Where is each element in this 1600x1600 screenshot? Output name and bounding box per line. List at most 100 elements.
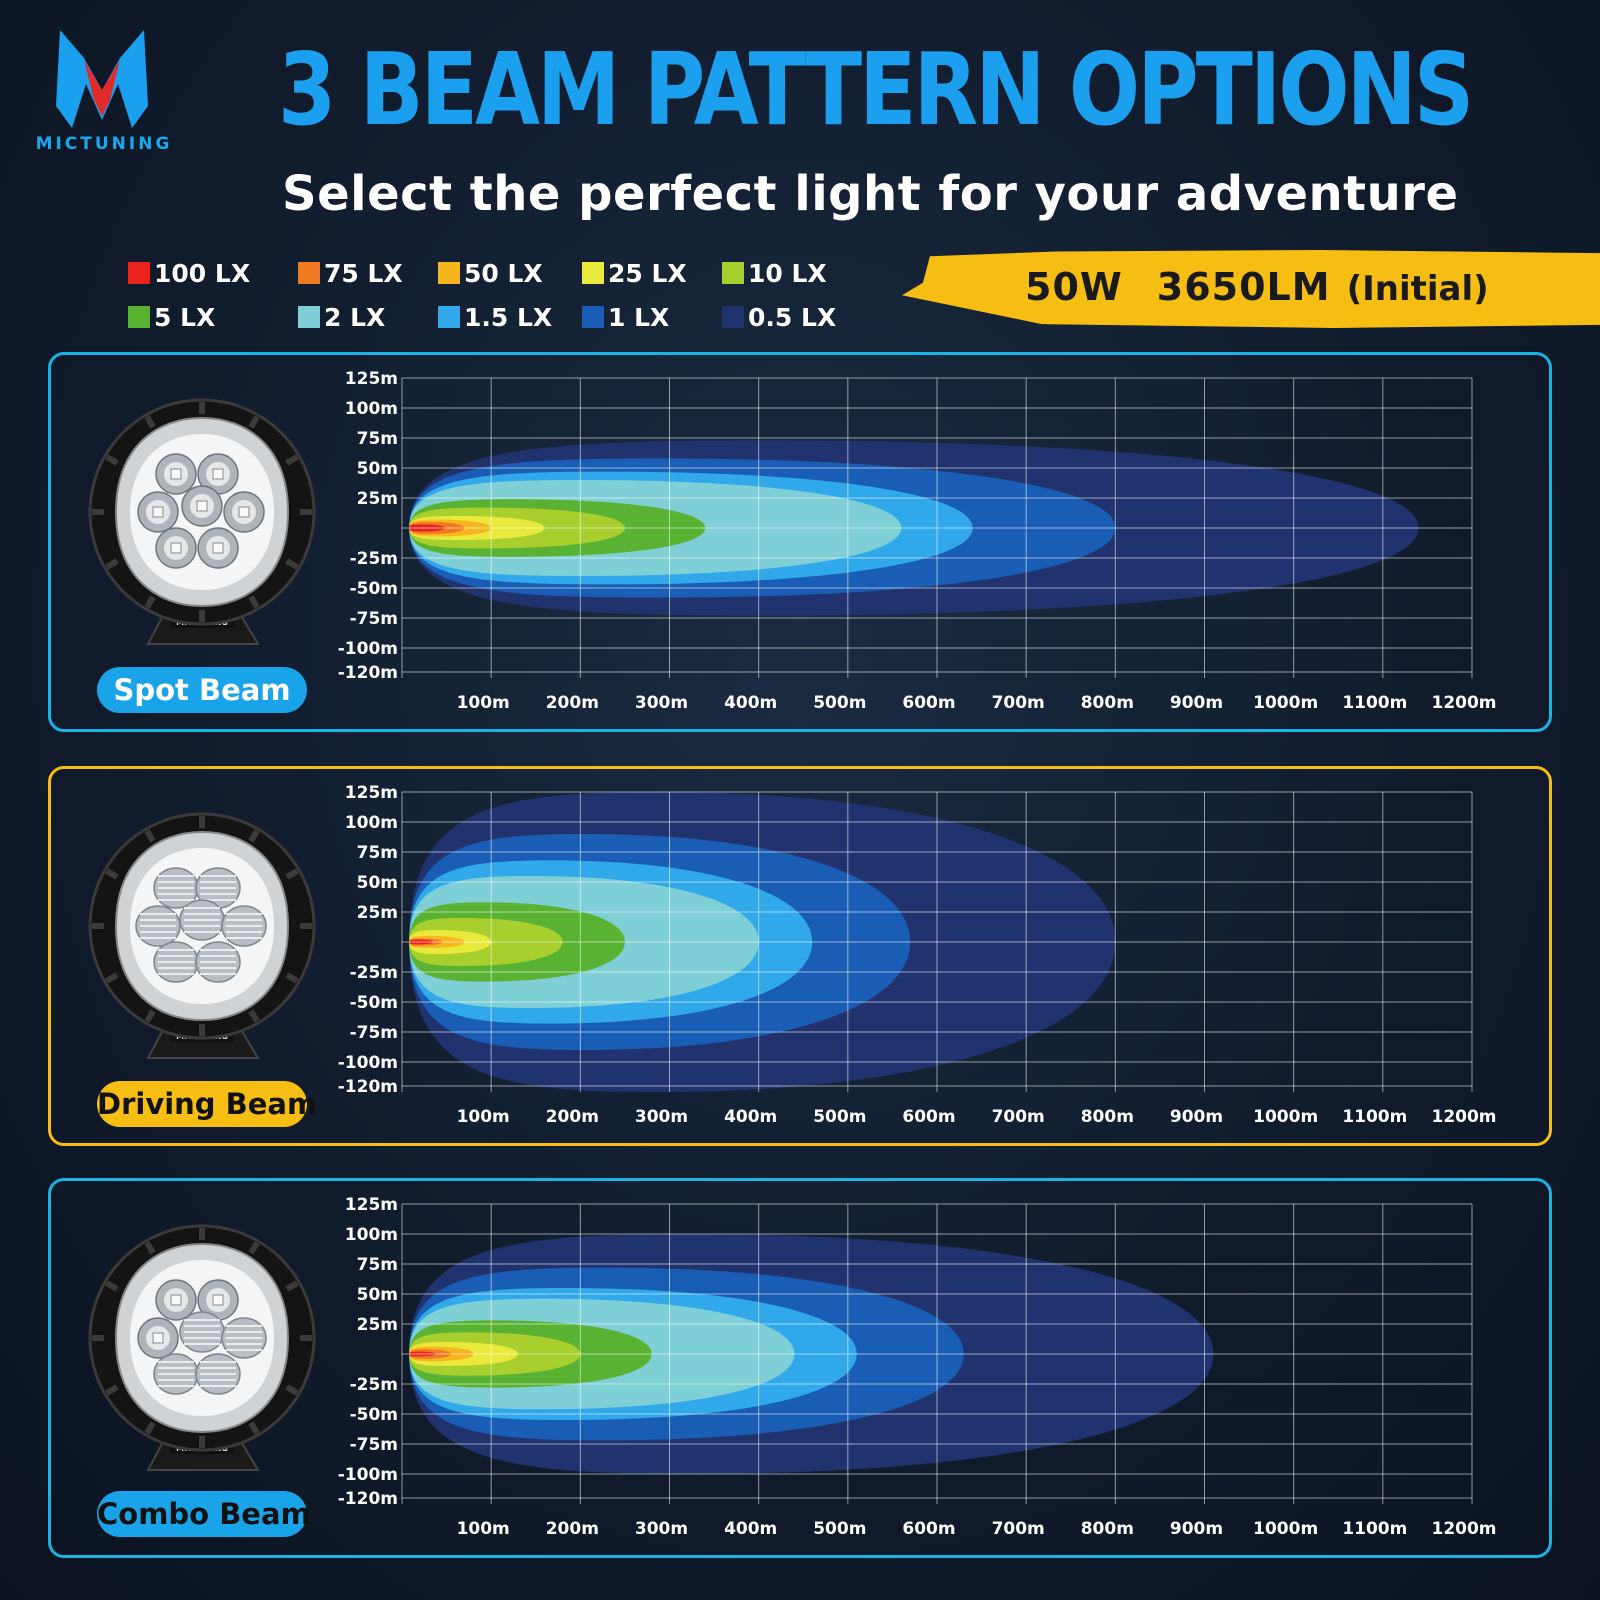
x-tick-label: 500m — [813, 1107, 866, 1127]
legend-label: 75 LX — [324, 258, 403, 288]
combo-beam-label: Combo Beam — [97, 1491, 311, 1537]
driving-beam-label: Driving Beam — [97, 1081, 317, 1127]
x-tick-label: 100m — [457, 693, 510, 713]
y-tick-label: 50m — [357, 1285, 398, 1305]
legend-swatch — [582, 262, 604, 284]
legend-label: 100 LX — [154, 258, 251, 288]
brand-name: MICTUNING — [35, 134, 173, 154]
x-tick-label: 900m — [1170, 1107, 1223, 1127]
legend-item: 50 LX — [438, 258, 543, 288]
x-tick-label: 1200m — [1431, 1519, 1496, 1539]
spot-beam-label: Spot Beam — [97, 667, 307, 713]
x-tick-label: 600m — [902, 1107, 955, 1127]
spec-power: 50W — [1025, 265, 1123, 309]
y-tick-label: -100m — [338, 1465, 398, 1485]
y-tick-label: 125m — [345, 783, 398, 803]
legend-swatch — [298, 262, 320, 284]
x-tick-label: 300m — [635, 693, 688, 713]
y-tick-label: -75m — [350, 609, 398, 629]
legend-item: 10 LX — [722, 258, 827, 288]
x-tick-label: 500m — [813, 693, 866, 713]
x-tick-label: 300m — [635, 1107, 688, 1127]
x-tick-label: 600m — [902, 1519, 955, 1539]
legend-swatch — [128, 262, 150, 284]
mictuning-logo — [56, 30, 148, 128]
y-tick-label: 100m — [345, 813, 398, 833]
x-tick-label: 900m — [1170, 693, 1223, 713]
x-tick-label: 100m — [457, 1519, 510, 1539]
spec-text: 50W 3650LM (Initial) — [1025, 262, 1489, 312]
legend-item: 1.5 LX — [438, 302, 552, 332]
y-tick-label: -25m — [350, 1375, 398, 1395]
legend-swatch — [582, 306, 604, 328]
x-tick-label: 700m — [992, 1519, 1045, 1539]
x-tick-label: 300m — [635, 1519, 688, 1539]
y-tick-label: 100m — [345, 1225, 398, 1245]
y-tick-label: -50m — [350, 579, 398, 599]
legend-label: 25 LX — [608, 258, 687, 288]
y-tick-label: 25m — [357, 489, 398, 509]
y-tick-label: -120m — [338, 663, 398, 683]
lux-legend: 100 LX 75 LX 50 LX 25 LX 10 LX 5 LX 2 LX 1.5 LX… — [128, 258, 888, 338]
x-tick-label: 100m — [457, 1107, 510, 1127]
legend-item: 0.5 LX — [722, 302, 836, 332]
y-tick-label: -50m — [350, 1405, 398, 1425]
x-tick-label: 1100m — [1342, 693, 1407, 713]
driving-lamp-image: MICTUNING — [88, 812, 316, 1059]
y-tick-label: -100m — [338, 1053, 398, 1073]
y-tick-label: -50m — [350, 993, 398, 1013]
legend-swatch — [438, 306, 460, 328]
legend-label: 10 LX — [748, 258, 827, 288]
legend-item: 5 LX — [128, 302, 215, 332]
combo-lamp-image: MICTUNING — [88, 1224, 316, 1471]
page-subtitle: Select the perfect light for your advent… — [282, 166, 1459, 222]
y-tick-label: -25m — [350, 963, 398, 983]
driving-beam-chart: 100m 200m 300m 400m 500m 600m 700m 800m 900m 1000… — [338, 783, 1497, 1127]
legend-item: 100 LX — [128, 258, 250, 288]
x-tick-label: 800m — [1081, 693, 1134, 713]
legend-label: 50 LX — [464, 258, 543, 288]
spec-note: (Initial) — [1346, 269, 1489, 309]
x-tick-label: 1100m — [1342, 1519, 1407, 1539]
x-tick-label: 500m — [813, 1519, 866, 1539]
page-title: 3 BEAM PATTERN OPTIONS — [278, 31, 1474, 148]
legend-label: 2 LX — [324, 302, 386, 332]
x-tick-label: 1100m — [1342, 1107, 1407, 1127]
y-tick-label: 75m — [357, 429, 398, 449]
legend-swatch — [722, 262, 744, 284]
x-tick-label: 200m — [546, 1519, 599, 1539]
x-tick-label: 200m — [546, 1107, 599, 1127]
combo-beam-panel — [48, 1178, 1552, 1558]
x-tick-label: 400m — [724, 1519, 777, 1539]
y-tick-label: 125m — [345, 369, 398, 389]
x-tick-label: 400m — [724, 1107, 777, 1127]
x-tick-label: 1000m — [1253, 693, 1318, 713]
legend-item: 1 LX — [582, 302, 669, 332]
legend-label: 5 LX — [154, 302, 216, 332]
x-tick-label: 1200m — [1431, 693, 1496, 713]
spec-banner — [902, 250, 1600, 328]
y-tick-label: 75m — [357, 843, 398, 863]
y-tick-label: 125m — [345, 1195, 398, 1215]
y-tick-label: -100m — [338, 639, 398, 659]
legend-item: 25 LX — [582, 258, 687, 288]
x-tick-label: 800m — [1081, 1107, 1134, 1127]
y-tick-label: 50m — [357, 459, 398, 479]
x-tick-label: 400m — [724, 693, 777, 713]
y-tick-label: -75m — [350, 1435, 398, 1455]
x-tick-label: 700m — [992, 693, 1045, 713]
y-tick-label: -120m — [338, 1489, 398, 1509]
y-tick-label: -120m — [338, 1077, 398, 1097]
y-tick-label: -25m — [350, 549, 398, 569]
x-tick-label: 1000m — [1253, 1519, 1318, 1539]
spec-lumens: 3650LM — [1156, 265, 1331, 309]
legend-label: 1.5 LX — [464, 302, 553, 332]
x-tick-label: 900m — [1170, 1519, 1223, 1539]
x-tick-label: 600m — [902, 693, 955, 713]
legend-item: 2 LX — [298, 302, 385, 332]
x-tick-label: 1000m — [1253, 1107, 1318, 1127]
y-tick-label: -75m — [350, 1023, 398, 1043]
spot-beam-panel — [48, 352, 1552, 732]
legend-swatch — [128, 306, 150, 328]
legend-swatch — [722, 306, 744, 328]
